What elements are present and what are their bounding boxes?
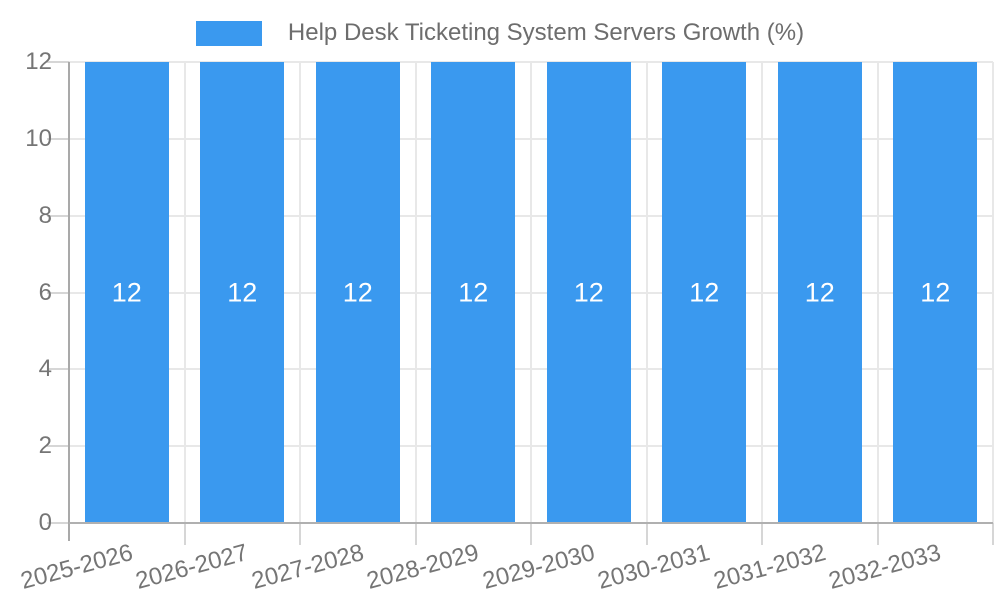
bar-value-label: 12 [573,277,604,307]
bar-value-label: 12 [804,277,835,307]
x-axis-tick [299,523,301,545]
y-axis-tick [47,368,69,371]
y-tick-label: 0 [38,509,52,536]
y-axis-tick [47,445,69,448]
x-axis-line [69,522,993,524]
y-tick-label: 8 [38,201,52,229]
bar[interactable]: 12 [315,62,400,523]
bar[interactable]: 12 [84,62,169,523]
bar[interactable]: 12 [200,62,285,523]
bar[interactable]: 12 [431,62,516,523]
y-axis-tick [47,137,69,140]
gridline-v [299,62,301,523]
x-axis-tick [992,523,994,545]
y-tick-label: 10 [25,124,52,152]
x-axis-tick [876,523,879,545]
gridline-v [414,62,417,523]
y-axis-tick [47,214,69,217]
gridline-v [645,62,648,523]
y-tick-label: 12 [25,48,52,75]
bar[interactable]: 12 [893,62,978,523]
gridline-v [530,62,532,523]
bar-value-label: 12 [111,277,142,307]
legend: Help Desk Ticketing System Servers Growt… [0,19,1000,47]
bar-value-label: 12 [920,277,951,307]
y-axis-tick [47,522,69,524]
bar[interactable]: 12 [546,62,631,523]
bar[interactable]: 12 [777,62,862,523]
x-axis-tick [645,523,648,545]
legend-swatch[interactable] [195,20,262,46]
x-axis-tick [530,523,532,545]
bar-value-label: 12 [458,277,489,307]
gridline-v [992,62,994,523]
y-axis-tick [47,291,69,294]
bar[interactable]: 12 [662,62,747,523]
x-axis-tick [414,523,417,545]
y-tick-label: 2 [38,432,52,460]
bar-value-label: 12 [342,277,373,307]
y-axis-tick [47,61,69,63]
legend-label[interactable]: Help Desk Ticketing System Servers Growt… [287,19,805,46]
x-axis-tick [183,523,186,545]
bar-value-label: 12 [689,277,720,307]
gridline-v [876,62,879,523]
y-tick-label: 6 [38,278,52,306]
y-axis-line [68,62,70,541]
y-tick-label: 4 [38,355,52,383]
x-axis-tick [761,523,763,545]
bar-value-label: 12 [227,277,258,307]
gridline-v [761,62,763,523]
gridline-v [183,62,186,523]
